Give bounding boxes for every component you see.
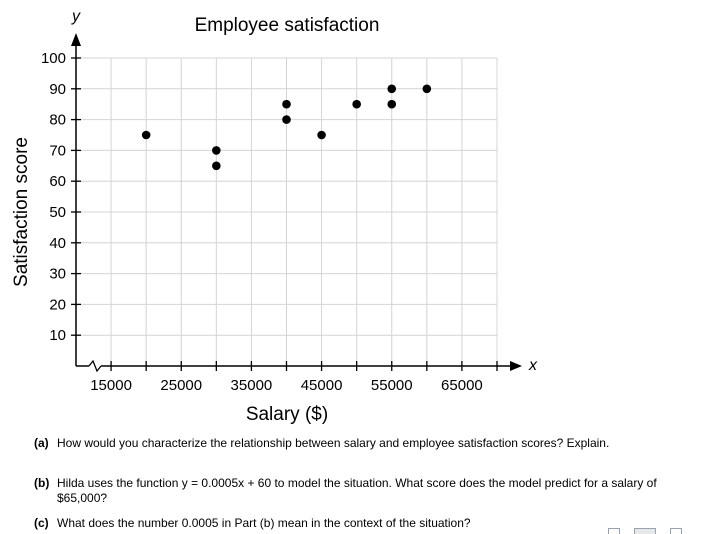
y-axis-arrow	[71, 33, 81, 46]
y-tick-label: 50	[49, 204, 66, 221]
y-tick-label: 20	[49, 296, 66, 313]
y-tick-label: 10	[49, 327, 66, 344]
x-tick-label: 65000	[441, 377, 483, 394]
y-tick-label: 100	[41, 50, 66, 67]
x-axis-letter: x	[528, 357, 538, 374]
axes	[71, 33, 522, 373]
y-axis-letter: y	[71, 8, 81, 25]
data-point	[422, 84, 432, 94]
question-b: (b) Hilda uses the function y = 0.0005x …	[34, 476, 674, 506]
y-tick-label: 40	[49, 235, 66, 252]
data-point	[282, 99, 291, 109]
question-b-label: (b)	[34, 476, 50, 490]
question-a-label: (a)	[34, 436, 49, 450]
chart-title: Employee satisfaction	[195, 15, 380, 36]
ticks: 10 20 30 40 50 60 70 80 90 100 15000 25000 35000 4500…	[41, 50, 498, 394]
x-axis-break	[88, 359, 102, 373]
data-point	[212, 146, 221, 155]
scatter-chart: 10 20 30 40 50 60 70 80 90 100 15000 25000 35000 4500…	[11, 8, 538, 425]
x-tick-label: 25000	[160, 377, 202, 394]
x-axis-arrow	[510, 361, 522, 371]
data-point	[282, 115, 291, 124]
toolbar-icon-2[interactable]	[634, 528, 656, 534]
question-a-text: How would you characterize the relations…	[57, 436, 610, 450]
data-point	[387, 84, 397, 94]
y-tick-label: 80	[49, 112, 66, 129]
question-b-text: Hilda uses the function y = 0.0005x + 60…	[57, 476, 657, 505]
y-axis-title: Satisfaction score	[11, 137, 32, 287]
x-tick-label: 35000	[231, 377, 273, 394]
grid	[76, 57, 498, 366]
y-tick-label: 60	[49, 173, 66, 190]
y-tick-label: 70	[49, 142, 66, 159]
y-tick-label: 90	[49, 81, 66, 98]
toolbar-icons	[594, 528, 714, 534]
data-point	[317, 130, 326, 140]
data-point	[141, 130, 151, 140]
question-a: (a) How would you characterize the relat…	[34, 436, 674, 451]
data-point	[212, 161, 221, 171]
y-tick-label: 30	[49, 266, 66, 283]
toolbar-icon-3[interactable]	[670, 528, 682, 534]
x-tick-label: 55000	[371, 377, 413, 394]
question-c: (c) What does the number 0.0005 in Part …	[34, 516, 674, 531]
question-c-label: (c)	[34, 516, 49, 530]
data-points	[141, 84, 432, 171]
x-tick-label: 15000	[90, 377, 132, 394]
question-c-text: What does the number 0.0005 in Part (b) …	[57, 516, 471, 530]
x-tick-label: 45000	[301, 377, 343, 394]
toolbar-icon-1[interactable]	[608, 528, 620, 534]
x-axis-title: Salary ($)	[246, 404, 328, 425]
data-point	[352, 99, 361, 109]
data-point	[387, 99, 397, 109]
